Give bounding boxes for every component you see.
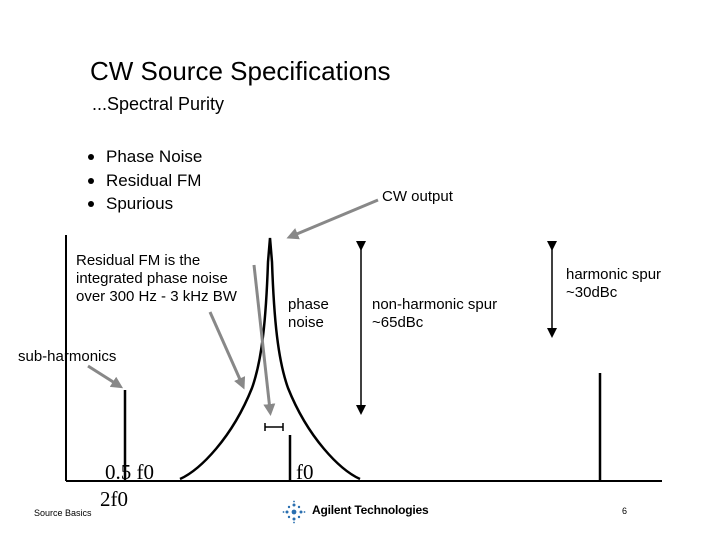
bullet-spurious: Spurious [88,192,202,216]
bullet-phase-noise: Phase Noise [88,145,202,169]
harmonic-spur-label: harmonic spur ~30dBc [566,266,662,301]
f0-label: f0 [296,460,314,484]
phase-noise-pointer [208,311,246,390]
page-number: 6 [622,506,628,516]
bullet-residual-fm: Residual FM [88,169,202,193]
agilent-spark-icon [282,500,306,524]
footer-source-basics: Source Basics [34,508,92,518]
sub-harmonics-pointer [87,364,124,389]
sub-harmonics-label: sub-harmonics [18,348,117,365]
page-subtitle: ...Spectral Purity [92,94,225,114]
cw-output-label: CW output [382,188,453,205]
cw-output-pointer [286,198,379,240]
two-f0-label: 2f0 [100,487,128,511]
spec-bullet-list: Phase Noise Residual FM Spurious [88,145,202,216]
company-name: Agilent Technologies [312,503,429,517]
non-harmonic-spur-label: non-harmonic spur ~65dBc [372,296,498,331]
residual-fm-pointer [252,264,276,416]
page-title: CW Source Specifications [90,56,391,86]
phase-noise-label: phase noise [288,296,329,331]
carrier-phase-noise-curve [179,237,361,481]
residual-fm-note: Residual FM is the integrated phase nois… [76,252,237,305]
half-f0-label: 0.5 f0 [105,460,154,484]
